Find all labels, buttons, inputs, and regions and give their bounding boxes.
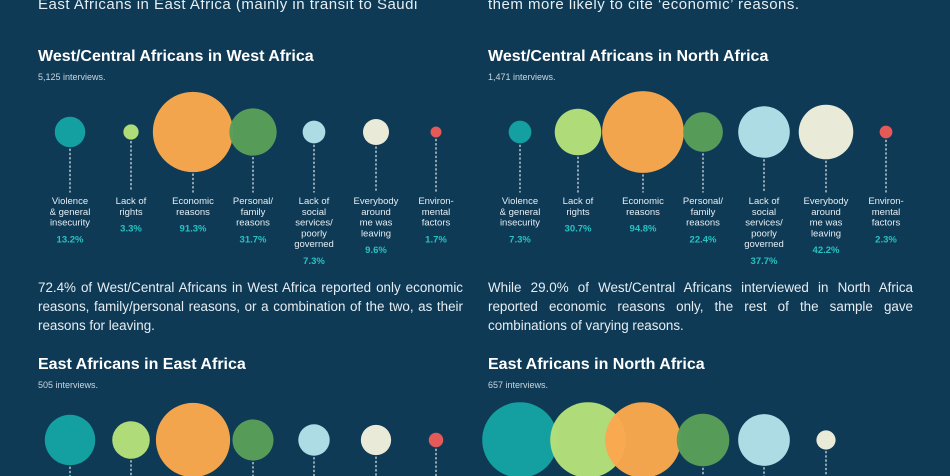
category-label-environmental: Environ-mental factors — [418, 196, 453, 229]
panel-title: West/Central Africans in North Africa — [488, 48, 769, 65]
bubble-personal — [229, 108, 277, 156]
bubble-environmental — [428, 432, 444, 448]
value-label-economic: 94.8% — [630, 224, 657, 235]
value-label-personal: 31.7% — [240, 234, 267, 245]
bubble-rights — [112, 421, 150, 459]
category-label-services: Lack of social services/poorly governed — [294, 196, 334, 250]
interview-count: 657 interviews. — [488, 380, 549, 390]
bubble-violence — [482, 402, 558, 476]
bubble-services — [738, 414, 790, 466]
panel-note: While 29.0% of West/Central Africans int… — [488, 280, 913, 333]
category-label-rights: Lack of rights — [563, 196, 594, 218]
bubble-leaving — [816, 430, 836, 450]
bubble-environmental — [430, 126, 442, 138]
panel-title: East Africans in East Africa — [38, 356, 246, 373]
bubble-leaving — [362, 118, 390, 146]
value-label-personal: 22.4% — [690, 234, 717, 245]
interview-count: 5,125 interviews. — [38, 72, 106, 82]
value-label-services: 37.7% — [751, 256, 778, 267]
bubble-services — [302, 120, 326, 144]
bubble-leaving — [360, 424, 392, 456]
bubble-economic — [605, 402, 681, 476]
value-label-leaving: 9.6% — [365, 245, 387, 256]
category-label-leaving: Everybody around me was leaving — [354, 196, 399, 239]
panel-west-central-west: West/Central Africans in West Africa 5,1… — [38, 48, 463, 338]
bubble-chart — [482, 402, 836, 476]
category-label-services: Lack of social services/poorly governed — [744, 196, 784, 250]
value-label-leaving: 42.2% — [813, 245, 840, 256]
bubble-personal — [232, 419, 274, 461]
bubble-violence — [54, 116, 86, 148]
panel-east-north: East Africans in North Africa 657 interv… — [482, 356, 913, 476]
bubble-chart: Violence & general insecurity 7.3% Lack of ri… — [500, 91, 904, 267]
category-label-economic: Economic reasons — [172, 196, 214, 218]
category-label-personal: Personal/family reasons — [233, 196, 273, 229]
panel-title: East Africans in North Africa — [488, 356, 705, 373]
panel-east-east: East Africans in East Africa 505 intervi… — [38, 356, 463, 476]
bubble-economic — [602, 91, 684, 173]
value-label-rights: 3.3% — [120, 224, 142, 235]
value-label-violence: 7.3% — [509, 234, 531, 245]
category-label-violence: Violence & general insecurity — [500, 196, 541, 229]
value-label-environmental: 2.3% — [875, 234, 897, 245]
value-label-services: 7.3% — [303, 256, 325, 267]
panel-note: 72.4% of West/Central Africans in West A… — [38, 280, 463, 333]
bubble-rights — [554, 108, 602, 156]
panel-title: West/Central Africans in West Africa — [38, 48, 314, 65]
category-label-economic: Economic reasons — [622, 196, 664, 218]
value-label-environmental: 1.7% — [425, 234, 447, 245]
bubble-chart: Violence & general insecurity 13.2% Lack of r… — [50, 91, 454, 267]
value-label-violence: 13.2% — [57, 234, 84, 245]
intro-right-text: them more likely to cite ‘economic’ reas… — [488, 0, 800, 13]
interview-count: 1,471 interviews. — [488, 72, 556, 82]
bubble-rights — [123, 124, 139, 140]
value-label-economic: 91.3% — [180, 224, 207, 235]
bubble-economic — [152, 91, 234, 173]
bubble-violence — [44, 414, 96, 466]
interview-count: 505 interviews. — [38, 380, 99, 390]
category-label-violence: Violence & general insecurity — [50, 196, 91, 229]
category-label-leaving: Everybody around me was leaving — [804, 196, 849, 239]
bubble-chart — [44, 402, 444, 476]
bubble-economic — [155, 402, 231, 476]
category-label-environmental: Environ-mental factors — [868, 196, 903, 229]
panel-west-central-north: West/Central Africans in North Africa 1,… — [488, 48, 913, 338]
bubble-leaving — [798, 104, 854, 160]
bubble-services — [738, 106, 790, 158]
category-label-personal: Personal/family reasons — [683, 196, 723, 229]
bubble-violence — [508, 120, 532, 144]
category-label-rights: Lack of rights — [116, 196, 147, 218]
bubble-environmental — [879, 125, 893, 139]
bubble-rights — [550, 402, 626, 476]
bubble-personal — [676, 413, 730, 467]
bubble-services — [298, 424, 330, 456]
bubble-personal — [683, 112, 723, 152]
value-label-rights: 30.7% — [565, 224, 592, 235]
intro-left-text: East Africans in East Africa (mainly in … — [38, 0, 418, 13]
